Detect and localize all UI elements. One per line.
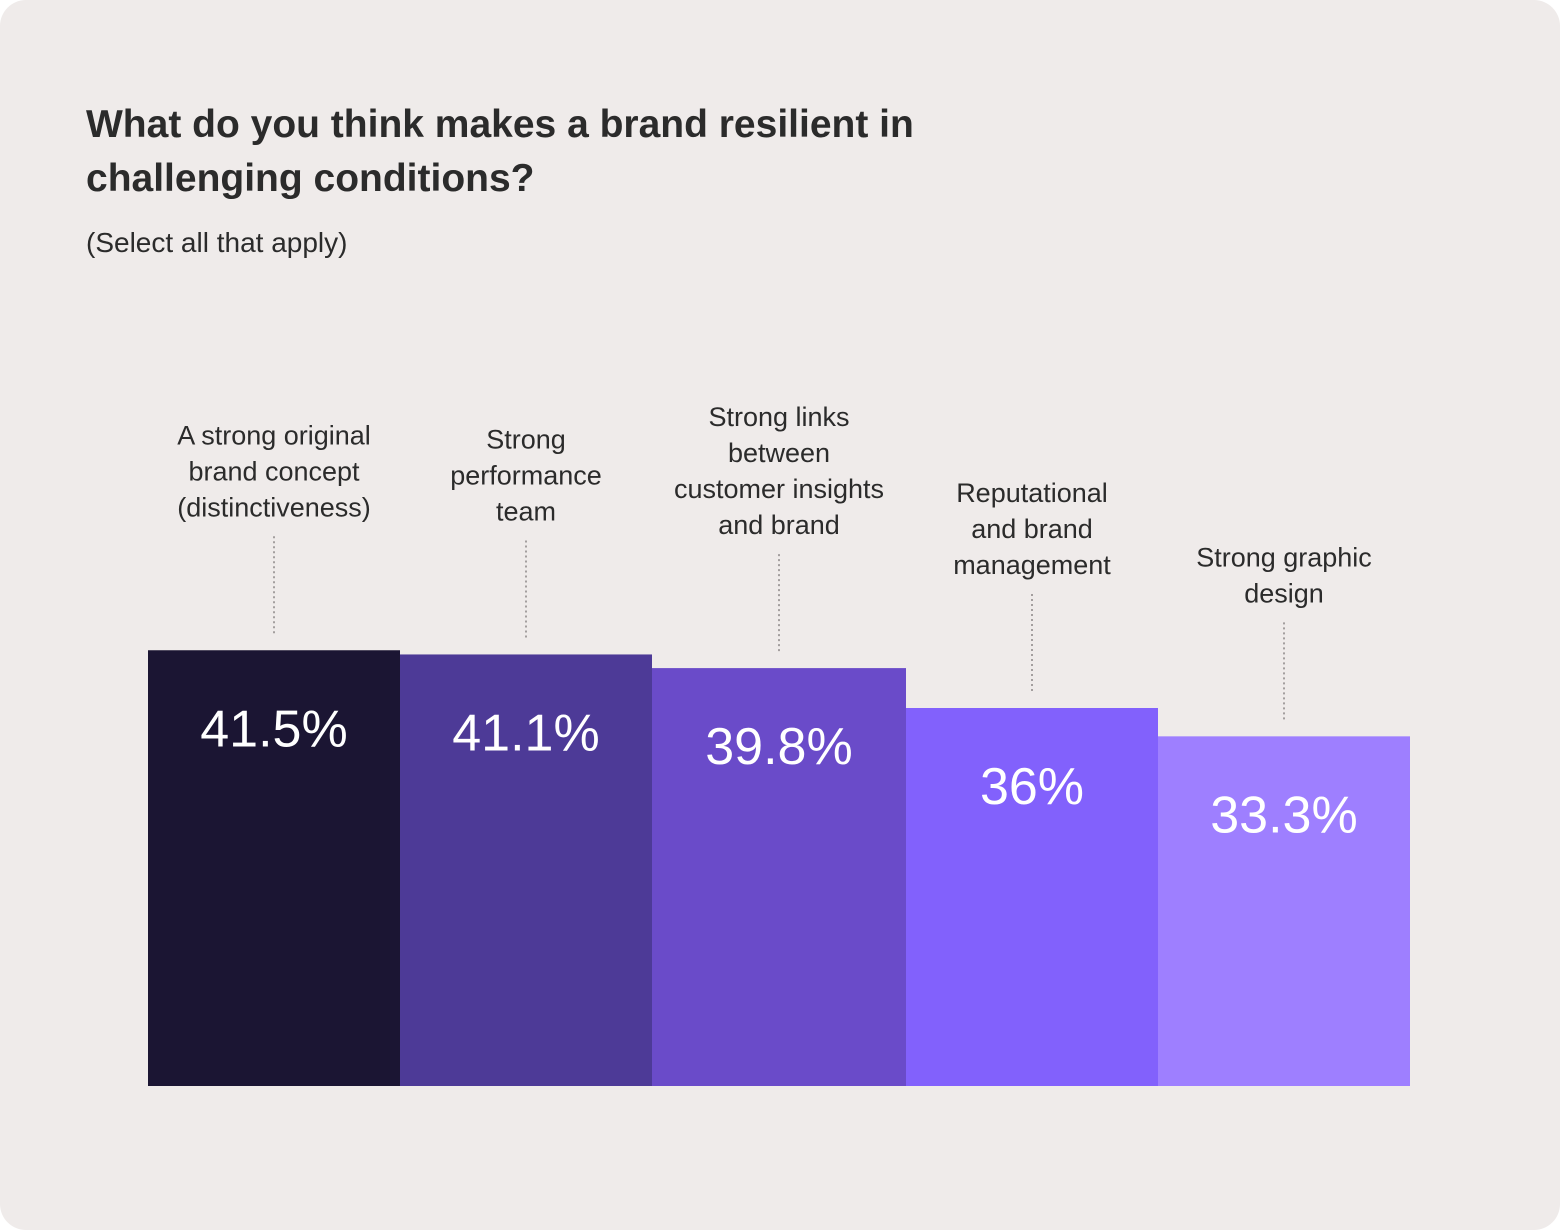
category-label-line: Strong graphic [1196,542,1372,572]
category-label-line: between [728,438,830,468]
category-label-line: Strong links [708,402,849,432]
category-label-4: Reputational and brand management [953,478,1111,580]
category-label-5: Strong graphic design [1196,542,1372,608]
category-label-line: A strong original [177,420,371,450]
category-label-line: brand concept [188,456,360,486]
bar-value-label-2: 41.1% [452,704,599,762]
bar-2 [400,654,652,1086]
category-label-line: (distinctiveness) [177,492,371,522]
category-label-line: management [953,550,1111,580]
category-label-2: Strong performance team [450,424,602,526]
category-label-line: team [496,496,556,526]
bar-1 [148,650,400,1086]
bar-3 [652,668,906,1086]
chart-subtitle: (Select all that apply) [86,227,348,258]
bar-value-label-1: 41.5% [200,700,347,758]
category-label-line: Reputational [956,478,1108,508]
bar-value-label-4: 36% [980,758,1084,816]
bar-5 [1158,736,1410,1086]
category-label-3: Strong links between customer insights and … [674,402,884,540]
category-label-1: A strong original brand concept (distincti… [177,420,371,522]
category-label-line: Strong [486,424,566,454]
category-label-line: and brand [971,514,1093,544]
category-label-line: performance [450,460,602,490]
bar-value-label-3: 39.8% [705,718,852,776]
bar-value-label-5: 33.3% [1210,786,1357,844]
category-label-line: customer insights [674,474,884,504]
bar-4 [906,708,1158,1086]
category-label-line: design [1244,578,1324,608]
chart-title: What do you think makes a brand resilien… [86,103,914,200]
category-label-line: and brand [718,510,840,540]
